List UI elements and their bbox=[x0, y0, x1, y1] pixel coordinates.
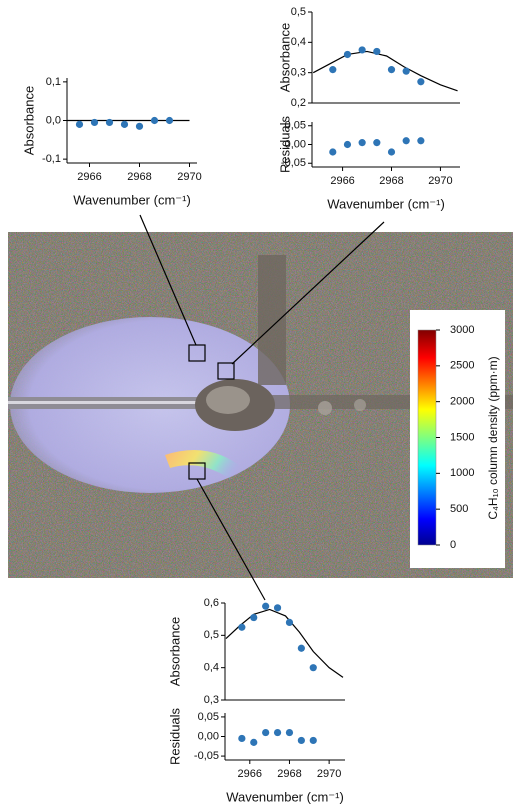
data-point bbox=[250, 613, 258, 622]
data-point bbox=[417, 78, 425, 86]
y-tick-label: 0,3 bbox=[204, 694, 219, 706]
colorbar-box: C₄H₁₀ column density (ppm·m) bbox=[410, 310, 505, 568]
fit-line bbox=[312, 50, 458, 92]
data-point bbox=[329, 66, 337, 74]
data-point bbox=[358, 46, 366, 54]
data-point bbox=[343, 50, 352, 59]
data-point bbox=[387, 148, 396, 156]
colorbar-tick-label: 2000 bbox=[450, 396, 474, 408]
x-tick-label: 2968 bbox=[127, 171, 151, 183]
x-axis-label: Wavenumber (cm⁻¹) bbox=[327, 196, 445, 211]
x-axis-label: Wavenumber (cm⁻¹) bbox=[226, 789, 344, 804]
x-axis-label: Wavenumber (cm⁻¹) bbox=[73, 192, 191, 207]
data-point bbox=[297, 644, 305, 652]
colorbar-tick-label: 500 bbox=[450, 503, 468, 515]
data-point bbox=[135, 122, 144, 130]
y-tick-label: 0,05 bbox=[198, 711, 219, 723]
y-axis-label: Absorbance bbox=[21, 86, 36, 155]
data-point bbox=[343, 140, 352, 149]
y-tick-label: 0,4 bbox=[291, 36, 306, 48]
data-point bbox=[238, 734, 246, 743]
callouts bbox=[139, 214, 385, 601]
x-tick-label: 2968 bbox=[277, 768, 301, 780]
data-point bbox=[273, 604, 282, 612]
fit-line bbox=[225, 608, 344, 678]
colorbar-tick-label: 3000 bbox=[450, 324, 474, 336]
y-tick-label: 0,1 bbox=[46, 76, 61, 88]
data-point bbox=[402, 137, 410, 145]
data-point bbox=[273, 728, 282, 737]
y-tick-label: 0,05 bbox=[285, 120, 306, 132]
y-axis-label: Absorbance bbox=[167, 617, 182, 686]
y-tick-label: 0,4 bbox=[204, 662, 219, 674]
data-point bbox=[402, 67, 410, 75]
y-tick-label: 0,0 bbox=[46, 114, 61, 126]
colorbar-tick-label: 2500 bbox=[450, 360, 474, 372]
x-tick-label: 2968 bbox=[379, 175, 403, 187]
y-tick-label: 0,00 bbox=[198, 730, 219, 742]
x-tick-label: 2966 bbox=[77, 171, 101, 183]
y-axis-label: Residuals bbox=[277, 115, 292, 173]
x-tick-label: 2966 bbox=[238, 768, 262, 780]
data-point bbox=[90, 118, 99, 127]
y-tick-label: 0,6 bbox=[204, 597, 219, 609]
colorbar-tick-label: 1000 bbox=[450, 467, 474, 479]
x-tick-label: 2970 bbox=[428, 175, 452, 187]
x-tick-label: 2970 bbox=[317, 768, 341, 780]
colorbar-label: C₄H₁₀ column density (ppm·m) bbox=[486, 356, 500, 519]
data-point bbox=[250, 738, 258, 746]
data-point bbox=[309, 664, 317, 672]
data-point bbox=[373, 47, 381, 56]
data-point bbox=[238, 623, 246, 631]
data-point bbox=[387, 66, 396, 74]
data-point bbox=[262, 728, 270, 737]
data-point bbox=[297, 736, 305, 745]
colorbar-tick-label: 0 bbox=[450, 539, 456, 551]
data-point bbox=[417, 137, 425, 145]
data-point bbox=[165, 116, 174, 125]
data-point bbox=[120, 120, 129, 128]
y-tick-label: 0,3 bbox=[291, 67, 306, 79]
data-point bbox=[285, 728, 294, 737]
data-point bbox=[358, 139, 366, 147]
y-tick-label: 0,2 bbox=[291, 97, 306, 109]
y-tick-label: -0,05 bbox=[281, 157, 306, 169]
data-point bbox=[309, 736, 317, 745]
y-tick-label: 0,5 bbox=[204, 629, 219, 641]
y-tick-label: 0,5 bbox=[291, 6, 306, 18]
data-point bbox=[262, 602, 270, 610]
x-tick-label: 2970 bbox=[177, 171, 201, 183]
y-tick-label: -0,1 bbox=[42, 153, 61, 165]
data-point bbox=[329, 148, 337, 156]
colorbar-tick-label: 1500 bbox=[450, 431, 474, 443]
data-point bbox=[75, 120, 84, 128]
data-point bbox=[150, 116, 159, 125]
y-tick-label: 0,00 bbox=[285, 138, 306, 150]
y-axis-label: Absorbance bbox=[277, 23, 292, 92]
x-tick-label: 2966 bbox=[330, 175, 354, 187]
y-tick-label: -0,05 bbox=[194, 750, 219, 762]
data-point bbox=[373, 139, 381, 147]
data-point bbox=[285, 618, 294, 627]
y-axis-label: Residuals bbox=[167, 707, 182, 765]
data-point bbox=[105, 118, 114, 127]
